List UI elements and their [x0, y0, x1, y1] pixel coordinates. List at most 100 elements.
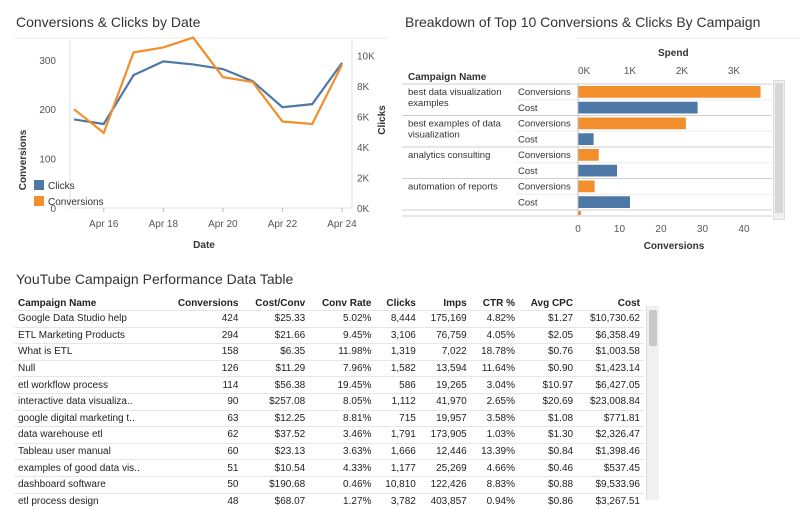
x-tick-label: Apr 24 [327, 219, 357, 230]
table-cell: $190.68 [242, 475, 310, 494]
left-tick-label: 0 [50, 204, 56, 215]
table-row[interactable]: Tableau user manual 60 $23.13 3.63% 1,666 12,… [14, 442, 644, 460]
table-cell: $0.90 [519, 359, 578, 377]
table-cell: 9.45% [309, 326, 376, 344]
table-cell: 13.39% [470, 442, 519, 460]
right-tick-label: 0K [357, 204, 370, 215]
table-row[interactable]: dashboard software 50 $190.68 0.46% 10,810 12… [14, 475, 644, 494]
column-header[interactable]: Campaign Name [18, 297, 97, 309]
line-chart-title: Conversions & Clicks by Date [16, 14, 201, 30]
table-row[interactable]: Null 126 $11.29 7.96% 1,582 13,594 11.64% $0.90… [14, 359, 644, 377]
table-row[interactable]: google digital marketing t.. 63 $12.25 8.81… [14, 409, 644, 427]
spend-tick-label: 1K [624, 66, 637, 77]
table-row[interactable]: interactive data visualiza.. 90 $257.08 8.0… [14, 392, 644, 411]
right-tick-label: 2K [357, 173, 370, 184]
table-cell: 25,269 [419, 459, 471, 477]
table-cell: 3,106 [375, 326, 420, 344]
table-cell: $771.81 [577, 409, 644, 427]
column-header[interactable]: Imps [443, 297, 467, 309]
table-cell: 1,319 [375, 343, 420, 361]
table-cell: data warehouse etl [14, 426, 164, 444]
table-cell: 18.78% [470, 343, 519, 361]
column-header[interactable]: Cost/Conv [255, 297, 306, 309]
table-cell: $9,533.96 [577, 475, 644, 494]
table-cell: 126 [163, 359, 243, 377]
conversions-series-line [73, 36, 343, 135]
table-cell: 51 [163, 459, 243, 477]
column-header[interactable]: CTR % [482, 297, 515, 309]
left-tick-label: 100 [39, 155, 56, 166]
table-row[interactable]: etl process design 48 $68.07 1.27% 3,782 403,… [14, 492, 644, 509]
table-cell: 424 [163, 310, 243, 328]
table-cell: 60 [163, 442, 243, 460]
table-cell: $1,003.58 [577, 343, 644, 361]
table-cell: 715 [375, 409, 420, 427]
table-cell: 4.66% [470, 459, 519, 477]
table-cell: 3.04% [470, 376, 519, 394]
table-cell: 586 [375, 376, 420, 394]
column-header[interactable]: Conversions [177, 297, 239, 309]
table-cell: 403,857 [419, 492, 471, 509]
table-cell: $0.76 [519, 343, 578, 361]
table-row[interactable]: What is ETL 158 $6.35 11.98% 1,319 7,022 18.78… [14, 343, 644, 361]
conversions-tick-label: 0 [575, 224, 581, 235]
table-cell: 11.98% [309, 343, 376, 361]
legend-label: Clicks [48, 181, 75, 192]
breakdown-scroll-thumb[interactable] [775, 83, 783, 213]
table-title: YouTube Campaign Performance Data Table [16, 271, 294, 287]
line-chart: 0 100 200 300 0K 2K 4K 6K 8K 10K Conversions Clicks… [14, 36, 388, 251]
table-row[interactable]: Google Data Studio help 424 $25.33 5.02% 8,4… [14, 310, 644, 328]
right-tick-label: 4K [357, 143, 370, 154]
table-cell: etl workflow process [14, 376, 164, 394]
x-tick-label: Apr 16 [89, 219, 119, 230]
table-cell: 175,169 [419, 310, 471, 328]
table-cell: 48 [163, 492, 243, 509]
campaign-name-label: visualization [408, 130, 460, 141]
measure-label-conversions: Conversions [518, 119, 571, 130]
cost-bar [578, 196, 630, 208]
table-cell: 2.65% [470, 392, 519, 411]
legend-swatch-conversions [34, 196, 44, 206]
table-cell: Google Data Studio help [14, 310, 164, 328]
table-cell: 1.03% [470, 426, 519, 444]
table-cell: dashboard software [14, 475, 164, 494]
table-cell: 1.27% [309, 492, 376, 509]
table-cell: $6,358.49 [577, 326, 644, 344]
table-row[interactable]: examples of good data vis.. 51 $10.54 4.33%… [14, 459, 644, 477]
table-cell: 114 [163, 376, 243, 394]
column-header[interactable]: Cost [617, 297, 640, 309]
x-tick-label: Apr 18 [149, 219, 179, 230]
table-cell: $0.86 [519, 492, 578, 509]
table-cell: $37.52 [242, 426, 310, 444]
table-scrollbar[interactable] [646, 306, 659, 500]
table-cell: $6,427.05 [577, 376, 644, 394]
table-scroll-thumb[interactable] [649, 310, 657, 346]
cost-bar [578, 133, 594, 145]
measure-label-conversions: Conversions [518, 87, 571, 98]
measure-label-conversions: Conversions [518, 150, 571, 161]
table-cell: 8.83% [470, 475, 519, 494]
table-cell: $537.45 [577, 459, 644, 477]
left-tick-label: 300 [39, 56, 56, 67]
x-axis-title: Date [193, 240, 215, 251]
breakdown-chart: Spend 0K 1K 2K 3K Campaign Name best data visu… [402, 37, 800, 252]
spend-axis-title: Spend [658, 48, 689, 59]
breakdown-scrollbar[interactable] [773, 80, 785, 220]
table-cell: 8.81% [309, 409, 376, 427]
column-header[interactable]: Clicks [386, 297, 416, 309]
table-cell: $1.30 [519, 426, 578, 444]
table-row[interactable]: data warehouse etl 62 $37.52 3.46% 1,791 173,… [14, 426, 644, 444]
table-cell: $0.46 [519, 459, 578, 477]
column-header[interactable]: Conv Rate [321, 297, 372, 309]
table-row[interactable]: etl workflow process 114 $56.38 19.45% 586 19… [14, 376, 644, 394]
table-cell: 41,970 [419, 392, 471, 411]
table-cell: 50 [163, 475, 243, 494]
cost-bar [578, 164, 617, 177]
table-row[interactable]: ETL Marketing Products 294 $21.66 9.45% 3,10… [14, 326, 644, 344]
table-cell: 7,022 [419, 343, 471, 361]
table-cell: 76,759 [419, 326, 471, 344]
table-cell: 1,791 [375, 426, 420, 444]
conversions-axis-title: Conversions [644, 241, 705, 252]
table-cell: 3.63% [309, 442, 376, 460]
column-header[interactable]: Avg CPC [530, 297, 574, 309]
